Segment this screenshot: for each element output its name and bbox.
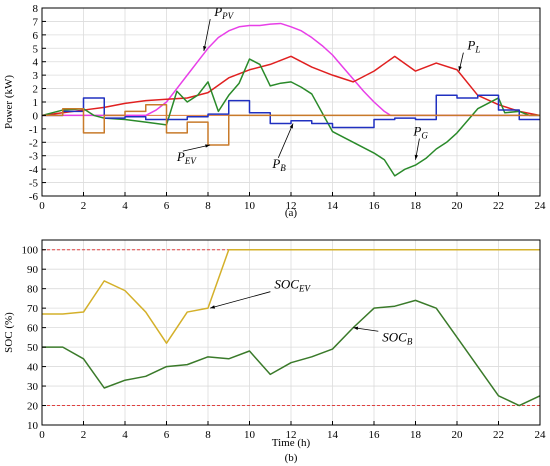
annotation-label: PL xyxy=(466,38,480,55)
annotation-label: PB xyxy=(271,156,286,173)
series-line-soc_ev xyxy=(42,248,540,344)
y-tick-label: 1 xyxy=(33,97,39,109)
y-tick-label: 30 xyxy=(27,381,39,393)
series-line-load xyxy=(41,55,541,117)
annotation-arrowhead xyxy=(353,326,359,331)
y-tick-label: -4 xyxy=(29,164,39,176)
x-tick-label: 14 xyxy=(327,200,339,212)
annotation-arrowhead xyxy=(414,154,419,160)
annotation-arrow xyxy=(209,291,271,309)
y-tick-label: 40 xyxy=(27,362,39,374)
annotation-label: PPV xyxy=(213,4,234,21)
annotation-label: SOCB xyxy=(382,329,413,346)
x-tick-label: 6 xyxy=(164,200,170,212)
annotation-arrowhead xyxy=(210,305,216,309)
annotation-arrowhead xyxy=(289,123,294,129)
y-tick-label: 90 xyxy=(27,264,39,276)
x-tick-label: 10 xyxy=(244,200,256,212)
x-tick-label: 6 xyxy=(164,429,170,441)
y-tick-label: 60 xyxy=(27,323,39,335)
y-axis-label: Power (kW) xyxy=(3,75,15,129)
x-tick-label: 16 xyxy=(369,200,381,212)
x-tick-label: 4 xyxy=(122,200,128,212)
y-tick-label: 80 xyxy=(27,284,39,296)
y-tick-label: 2 xyxy=(33,84,39,96)
x-tick-label: 0 xyxy=(39,200,45,212)
x-tick-label: 8 xyxy=(205,429,211,441)
x-tick-label: 10 xyxy=(244,429,256,441)
annotation-arrow xyxy=(277,123,294,158)
y-tick-label: -3 xyxy=(29,151,39,163)
x-tick-label: 2 xyxy=(81,429,87,441)
x-tick-label: 16 xyxy=(369,429,381,441)
x-tick-label: 24 xyxy=(535,200,547,212)
power-panel: 0 2 4 6 8 10 12 14 16 18 20 22 24-6-5-4-3-2-10123456… xyxy=(3,3,546,219)
x-tick-label: 18 xyxy=(410,200,422,212)
y-tick-label: 5 xyxy=(33,43,39,55)
y-tick-label: -5 xyxy=(29,178,39,190)
panel-caption: (a) xyxy=(285,207,298,219)
y-tick-label: 70 xyxy=(27,303,39,315)
y-tick-label: 7 xyxy=(33,16,39,28)
x-tick-label: 20 xyxy=(452,200,464,212)
annotation-arrow xyxy=(203,18,211,52)
y-tick-label: -1 xyxy=(29,124,38,136)
annotation-label: PEV xyxy=(176,149,197,166)
x-tick-label: 14 xyxy=(327,429,339,441)
x-tick-label: 0 xyxy=(39,429,45,441)
y-tick-label: 3 xyxy=(33,70,39,82)
y-tick-label: 20 xyxy=(27,401,39,413)
x-tick-label: 18 xyxy=(410,429,422,441)
series-line-soc_b xyxy=(42,299,541,407)
y-tick-label: 4 xyxy=(33,57,39,69)
x-tick-label: 24 xyxy=(535,429,547,441)
x-axis-label: Time (h) xyxy=(272,437,311,449)
series-line-ev xyxy=(42,103,540,146)
annotation-arrowhead xyxy=(458,66,462,72)
y-tick-label: 50 xyxy=(27,342,39,354)
x-tick-label: 22 xyxy=(493,200,504,212)
soc-panel: 0 2 4 6 8 10 12 14 16 18 20 22 241020304050607080901… xyxy=(3,239,547,464)
y-tick-label: 0 xyxy=(33,110,39,122)
y-tick-label: 10 xyxy=(27,420,39,432)
x-tick-label: 12 xyxy=(286,200,297,212)
y-tick-label: -2 xyxy=(29,137,38,149)
y-tick-label: 100 xyxy=(22,245,39,257)
y-tick-label: 6 xyxy=(33,30,39,42)
x-tick-label: 4 xyxy=(122,429,128,441)
x-tick-label: 20 xyxy=(452,429,464,441)
annotation-arrowhead xyxy=(203,46,207,51)
series-line-pv xyxy=(42,22,540,117)
x-tick-label: 8 xyxy=(205,200,211,212)
panel-caption: (b) xyxy=(285,452,298,464)
annotation-label: SOCEV xyxy=(274,277,311,294)
x-tick-label: 2 xyxy=(81,200,87,212)
annotation-arrowhead xyxy=(205,144,211,148)
annotation-label: PG xyxy=(412,124,428,141)
series-line-battery xyxy=(42,94,540,129)
x-tick-label: 12 xyxy=(286,429,297,441)
y-tick-label: -6 xyxy=(29,191,39,203)
y-tick-label: 8 xyxy=(33,3,39,15)
y-axis-label: SOC (%) xyxy=(3,312,15,353)
x-tick-label: 22 xyxy=(493,429,504,441)
series-line-grid xyxy=(41,58,540,177)
